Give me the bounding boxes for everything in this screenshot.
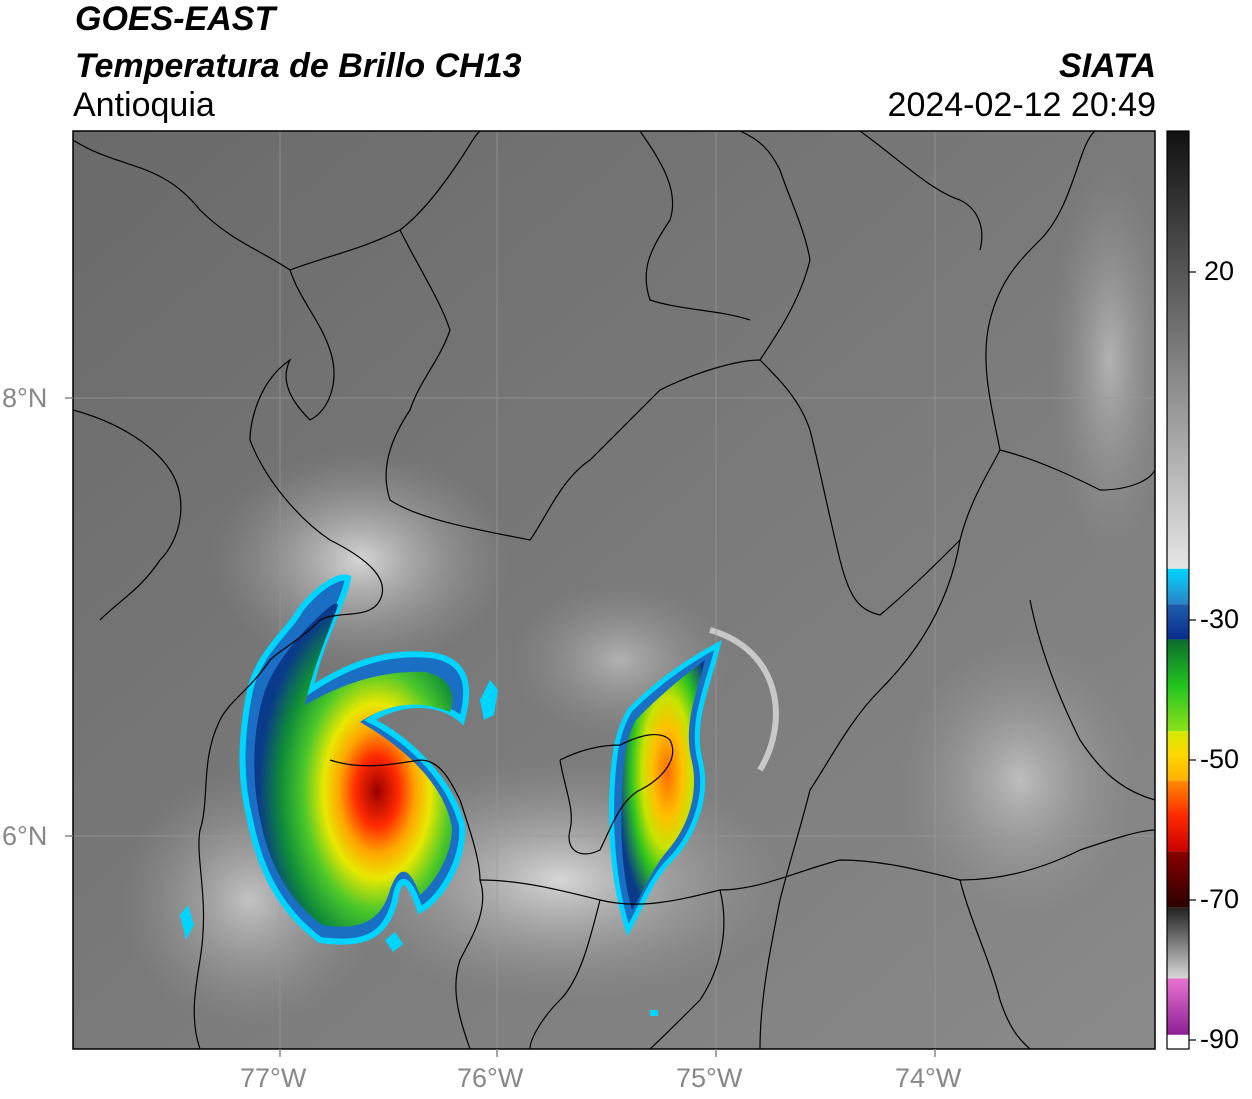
- cold-cloud-patches: [180, 680, 658, 1016]
- colorbar-segment: [1167, 131, 1189, 569]
- boundaries: [73, 131, 1155, 1049]
- colorbar-frame: [1166, 130, 1190, 1050]
- cloud-arc: [709, 627, 779, 772]
- colorbar-segment: [1167, 568, 1189, 605]
- colorbar-segment: [1167, 731, 1189, 781]
- cloud-area: [210, 450, 510, 670]
- satellite-title: GOES-EAST: [75, 0, 276, 38]
- cloud-area: [900, 640, 1140, 920]
- colorbar-tick-label: -30: [1200, 604, 1240, 634]
- colorbar-segment: [1167, 978, 1189, 1035]
- storm-core-center: [621, 660, 705, 910]
- lat-tick-label: 6°N: [2, 821, 48, 851]
- colorbar-segment: [1167, 851, 1189, 908]
- lon-tick-label: 75°W: [676, 1063, 743, 1093]
- product-title: Temperatura de Brillo CH13: [75, 47, 522, 85]
- datetime-label: 2024-02-12 20:49: [887, 86, 1156, 124]
- colorbar: [1167, 131, 1189, 1049]
- colorbar-segment: [1167, 1034, 1189, 1049]
- colorbar-segment: [1167, 604, 1189, 640]
- colorbar-segment: [1167, 780, 1189, 852]
- lon-tick-label: 76°W: [457, 1063, 524, 1093]
- organization-label: SIATA: [1059, 47, 1156, 85]
- colorbar-tick-label: -70: [1200, 884, 1240, 914]
- colorbar-tick-label: -50: [1200, 744, 1240, 774]
- lat-tick-label: 8°N: [2, 383, 48, 413]
- colorbar-segment: [1167, 907, 1189, 979]
- lon-tick-label: 74°W: [895, 1063, 962, 1093]
- colorbar-tick-label: -90: [1200, 1024, 1240, 1054]
- region-label: Antioquia: [73, 86, 215, 124]
- colorbar-ticks: [1189, 271, 1196, 1041]
- axis-ticks: [65, 397, 936, 1057]
- colorbar-tick-label: 20: [1204, 256, 1235, 286]
- cloud-area: [1050, 160, 1155, 560]
- colorbar-segment: [1167, 639, 1189, 732]
- map-frame: [72, 130, 1156, 1050]
- lon-tick-label: 77°W: [240, 1063, 307, 1093]
